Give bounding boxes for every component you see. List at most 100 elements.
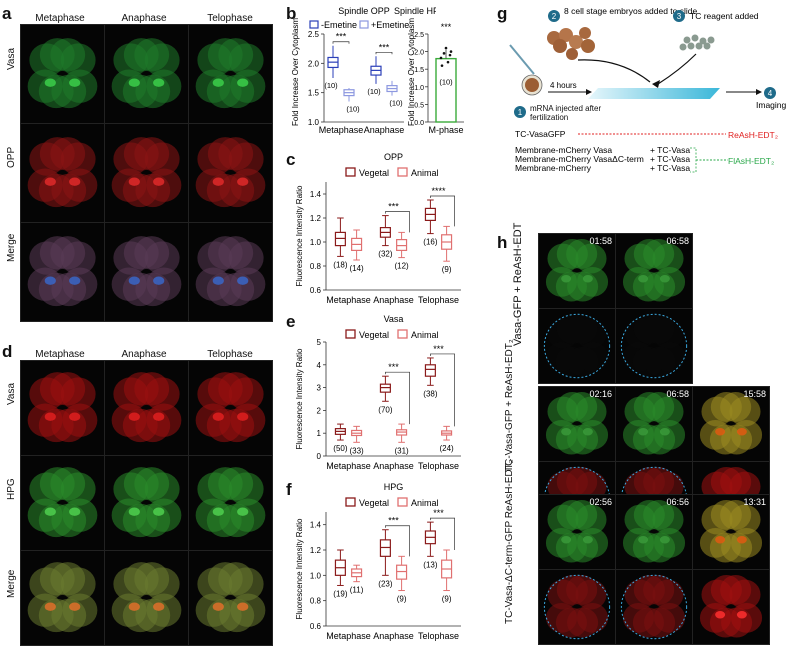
- y-axis-label: Fluorescence Intensity Ratio: [295, 518, 304, 619]
- panel-label-h: h: [497, 233, 508, 252]
- row-label-h1: Vasa-GFP + ReAsH-EDT: [512, 222, 524, 346]
- y-tick-label: 0.6: [310, 622, 322, 631]
- legend-emetine-plus: +Emetine: [359, 20, 409, 30]
- chart-b-ylabel: Fold Increase Over Cytoplasm: [291, 18, 300, 126]
- micro-h3-r2-c1: [538, 569, 616, 645]
- n-label: (31): [394, 446, 409, 455]
- glass-slide: [588, 88, 720, 99]
- legend-swatch: [345, 497, 356, 507]
- sig-bracket: [332, 41, 350, 44]
- panel-label-b: b: [286, 4, 297, 23]
- col-title-anaphase-d: Anaphase: [121, 349, 167, 360]
- schematic-g: 2 8 cell stage embryos added to slide 3 …: [509, 6, 787, 173]
- embryos-cluster: [547, 27, 595, 60]
- panel-label-a: a: [2, 4, 12, 23]
- sig-stars: ***: [441, 22, 452, 32]
- x-tick-label: Anaphase: [373, 631, 414, 641]
- micro-h2-r1-c2: 06:58: [615, 386, 693, 462]
- n-label: (9): [442, 265, 452, 274]
- legend-label-minus: -Emetine: [321, 20, 357, 30]
- x-tick-label: Metaphase: [326, 295, 371, 305]
- micro-h1-r1-c2: 06:58: [615, 233, 693, 309]
- micro-d-r3-c1: [20, 550, 105, 646]
- row-label-opp-a: OPP: [6, 146, 17, 168]
- y-axis-label: Fluorescence Intensity Ratio: [295, 348, 304, 449]
- legend-swatch: [345, 167, 356, 177]
- micro-d-r1-c2: [104, 360, 189, 456]
- injection-needle: [509, 44, 535, 75]
- step-1-circle: [514, 106, 526, 118]
- row-label-vasa-d: Vasa: [6, 382, 17, 405]
- micro-a-r1-c3: [188, 24, 273, 124]
- col-title-metaphase-d: Metaphase: [35, 349, 85, 360]
- timestamp: 06:58: [666, 389, 689, 399]
- timestamp: 15:58: [743, 389, 766, 399]
- construct-3-tc: + TC-Vasa: [650, 154, 690, 164]
- micro-a-r2-c1: [20, 123, 105, 223]
- xtick-metaphase-b: Metaphase: [319, 125, 364, 135]
- micro-h3-r2-c3: [692, 569, 770, 645]
- construct-2: Membrane-mCherry Vasa: [515, 145, 612, 155]
- box-vegetal: [424, 364, 436, 377]
- sig-stars: ***: [379, 42, 390, 52]
- n-label: (16): [423, 238, 438, 247]
- x-tick-label: Metaphase: [326, 631, 371, 641]
- n-label: (19): [333, 589, 348, 598]
- y-tick-label: 2: [317, 406, 322, 415]
- x-tick-label: Anaphase: [373, 295, 414, 305]
- step-4-text: Imaging: [756, 100, 787, 110]
- n-label: (14): [349, 264, 364, 273]
- legend-label-plus: +Emetine: [371, 20, 409, 30]
- n-label: (12): [394, 262, 409, 271]
- y-tick-label: 0.6: [310, 286, 322, 295]
- data-point: [442, 52, 446, 55]
- data-point: [449, 50, 453, 53]
- n-label: (32): [378, 250, 393, 259]
- y-tick-label: 2.0: [308, 59, 320, 68]
- step-2-circle: [548, 10, 560, 22]
- n-label: (38): [423, 389, 438, 398]
- step-4-circle: [764, 87, 776, 99]
- y-tick-label: 5: [317, 338, 322, 347]
- data-point: [439, 56, 443, 60]
- y-tick-label: 1.4: [310, 190, 322, 199]
- x-tick-label: Telophase: [418, 461, 459, 471]
- micro-h2-r1-c1: 02:16: [538, 386, 616, 462]
- data-point: [440, 64, 444, 67]
- chart-title: OPP: [384, 152, 403, 162]
- step-2-text: 8 cell stage embryos added to slide: [564, 6, 698, 16]
- micro-a-r3-c3: [188, 222, 273, 322]
- y-tick-label: 0.5: [414, 102, 424, 109]
- sig-bracket: [430, 353, 455, 427]
- n-label: (10): [439, 78, 453, 87]
- n-label: (11): [350, 586, 364, 595]
- x-tick-label: Anaphase: [373, 461, 414, 471]
- micro-h1-r1-c1: 01:58: [538, 233, 616, 309]
- y-tick-label: 0: [317, 452, 322, 461]
- micro-a-r1-c1: [20, 24, 105, 124]
- n-label: (10): [367, 87, 381, 96]
- box-vegetal: [379, 539, 391, 557]
- timestamp: 02:16: [589, 389, 612, 399]
- col-title-metaphase-a: Metaphase: [35, 13, 85, 24]
- construct-4-tc: + TC-Vasa: [650, 163, 690, 173]
- y-tick-label: 0.8: [310, 262, 322, 271]
- reash-label: ReAsH-EDT₂: [728, 130, 778, 140]
- legend-label: Vegetal: [359, 498, 389, 508]
- y-tick-label: 4: [317, 361, 322, 370]
- micro-d-r1-c3: [188, 360, 273, 456]
- n-label: (23): [378, 579, 393, 588]
- row-label-h2: TC-Vasa-GFP + ReAsH-EDT₂: [504, 339, 515, 472]
- y-tick-label: 1.0: [310, 238, 322, 247]
- panel-label-d: d: [2, 342, 13, 361]
- n-label: (9): [442, 595, 452, 604]
- legend-label: Vegetal: [359, 330, 389, 340]
- sig-stars: ***: [433, 508, 444, 518]
- n-label: (13): [423, 560, 438, 569]
- box-animal: [396, 564, 408, 580]
- x-tick-label: Metaphase: [326, 461, 371, 471]
- n-label: (9): [397, 595, 407, 604]
- svg-text:3: 3: [677, 12, 682, 21]
- chart-b2-ylabel: Fold Increase Over Cytoplasm: [407, 18, 416, 126]
- y-tick-label: 1.0: [414, 85, 424, 92]
